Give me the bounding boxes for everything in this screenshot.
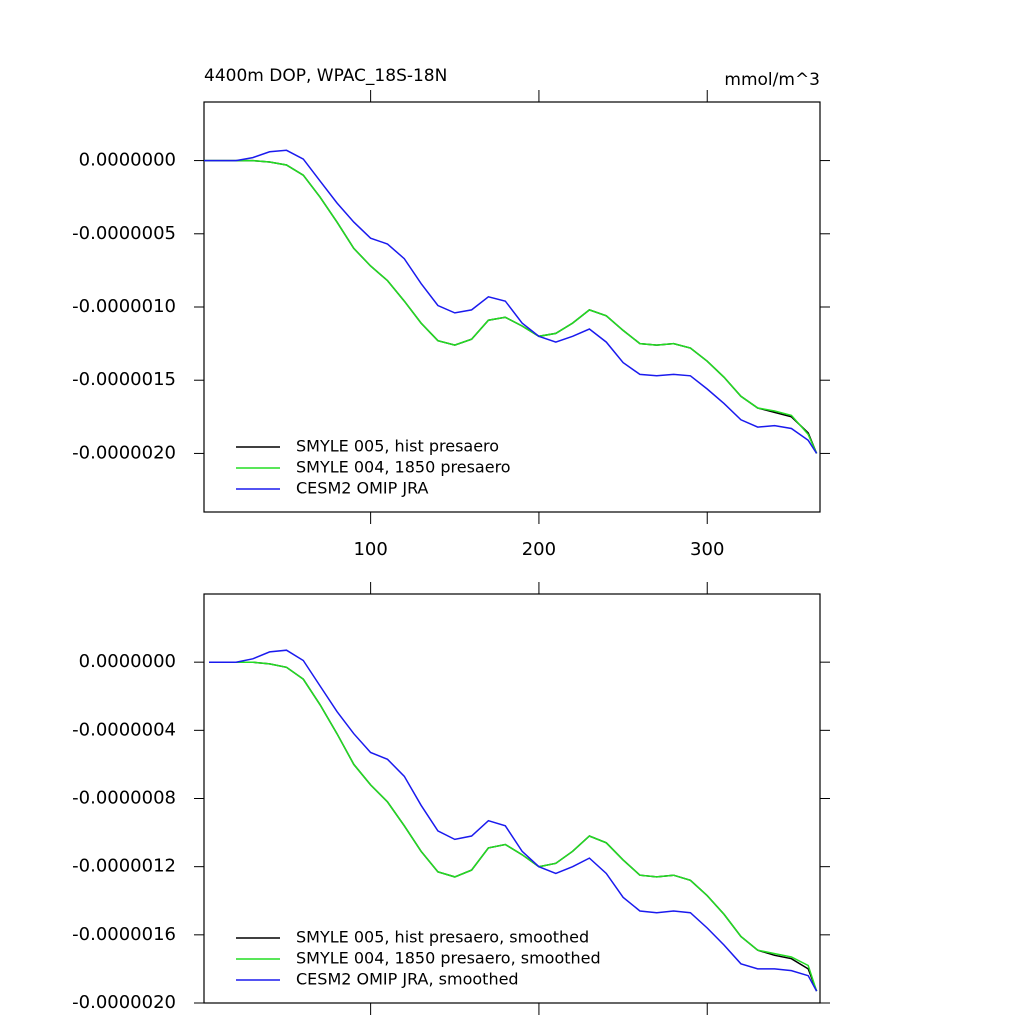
y-tick-label: -0.0000016 [72,924,176,945]
legend-label: SMYLE 005, hist presaero, smoothed [296,928,589,947]
y-tick-label: -0.0000005 [72,223,176,244]
legend-label: SMYLE 005, hist presaero [296,437,499,456]
unit-label: mmol/m^3 [724,70,820,90]
legend-label: CESM2 OMIP JRA, smoothed [296,970,519,989]
x-tick-label: 300 [690,539,724,560]
y-tick-label: -0.0000004 [72,719,176,740]
y-tick-label: -0.0000020 [72,442,176,463]
series-line [204,149,818,454]
legend-label: CESM2 OMIP JRA [296,479,429,498]
series-line [209,661,818,992]
y-tick-label: -0.0000010 [72,296,176,317]
series-line [209,649,818,992]
y-tick-label: -0.0000012 [72,856,176,877]
y-tick-label: -0.0000015 [72,369,176,390]
legend-label: SMYLE 004, 1850 presaero [296,458,511,477]
y-tick-label: -0.0000008 [72,788,176,809]
x-tick-label: 200 [522,539,556,560]
series-line [204,159,818,454]
y-tick-label: 0.0000000 [79,150,176,171]
y-tick-label: 0.0000000 [79,651,176,672]
legend-label: SMYLE 004, 1850 presaero, smoothed [296,949,601,968]
y-tick-label: -0.0000020 [72,992,176,1013]
chart-title: 4400m DOP, WPAC_18S-18N [204,66,447,86]
x-tick-label: 100 [353,539,387,560]
